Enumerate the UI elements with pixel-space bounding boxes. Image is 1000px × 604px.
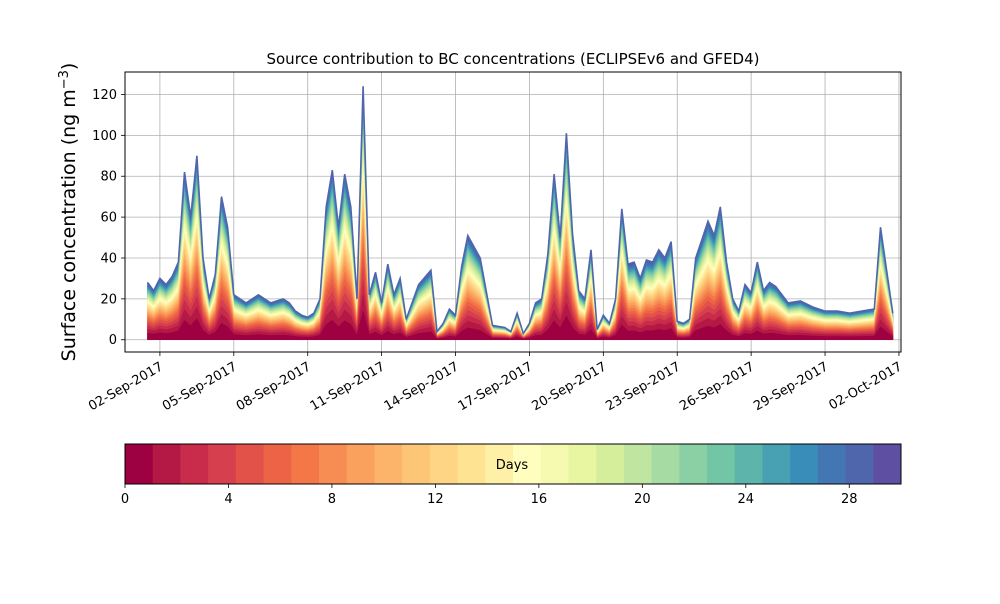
colorbar-swatch: [679, 444, 708, 484]
colorbar-swatch: [485, 444, 514, 484]
x-tick-label: 23-Sep-2017: [603, 359, 683, 414]
colorbar-swatch: [125, 444, 154, 484]
total-outline: [146, 86, 894, 336]
x-tick-label: 20-Sep-2017: [530, 359, 610, 414]
colorbar-frame: [124, 443, 902, 485]
colorbar-tick-label: 16: [531, 492, 548, 507]
y-tick-label: 0: [109, 333, 117, 348]
colorbar-swatch: [623, 444, 653, 484]
colorbar-swatch: [429, 444, 459, 484]
x-tick-label: 14-Sep-2017: [382, 359, 462, 414]
x-tick-label: 08-Sep-2017: [234, 359, 314, 414]
colorbar-swatch: [513, 444, 542, 484]
x-axis: 02-Sep-201705-Sep-201708-Sep-201711-Sep-…: [86, 352, 905, 414]
colorbar-tick-label: 4: [224, 492, 232, 507]
x-tick-label: 26-Sep-2017: [677, 359, 757, 414]
colorbar: 0 4 8 12 16 20 24 28: [121, 443, 902, 507]
y-axis-label-main: Surface concentration (ng m: [58, 89, 80, 361]
colorbar-swatch: [873, 444, 902, 484]
y-tick-label: 120: [92, 88, 117, 103]
y-tick-label: 80: [100, 170, 117, 185]
x-tick-label: 05-Sep-2017: [160, 359, 240, 414]
colorbar-swatch: [346, 444, 375, 484]
colorbar-swatch: [817, 444, 847, 484]
colorbar-tick-label: 12: [427, 492, 444, 507]
y-axis-label-suffix: ): [58, 63, 80, 70]
x-tick-label: 11-Sep-2017: [308, 359, 388, 414]
colorbar-swatch: [402, 444, 431, 484]
colorbar-swatch: [152, 444, 181, 484]
colorbar-swatch: [568, 444, 597, 484]
plot-frame: [124, 71, 902, 353]
x-tick-label: 02-Oct-2017: [827, 359, 905, 413]
colorbar-swatch: [596, 444, 625, 484]
colorbar-tick-label: 8: [328, 492, 336, 507]
x-tick-label: 29-Sep-2017: [751, 359, 831, 414]
colorbar-tick-label: 24: [738, 492, 755, 507]
colorbar-swatch: [291, 444, 320, 484]
y-axis-label: Surface concentration (ng m−3): [57, 63, 80, 362]
colorbar-swatch: [263, 444, 292, 484]
x-tick-label: 02-Sep-2017: [86, 359, 166, 414]
grid-lines: [125, 72, 901, 352]
colorbar-swatch: [707, 444, 736, 484]
chart-title: Source contribution to BC concentrations…: [266, 50, 759, 68]
y-axis: 0 20 40 60 80 100 120: [92, 88, 125, 348]
x-tick-label: 17-Sep-2017: [456, 359, 536, 414]
colorbar-swatch: [651, 444, 680, 484]
colorbar-label: Days: [496, 458, 529, 473]
y-tick-label: 40: [100, 251, 117, 266]
colorbar-swatch: [734, 444, 763, 484]
colorbar-swatch: [845, 444, 874, 484]
colorbar-swatch: [762, 444, 791, 484]
colorbar-swatch: [180, 444, 209, 484]
y-tick-label: 100: [92, 129, 117, 144]
y-tick-label: 20: [100, 292, 117, 307]
y-tick-label: 60: [100, 211, 117, 226]
colorbar-tick-label: 0: [121, 492, 129, 507]
colorbar-swatch: [319, 444, 348, 484]
y-axis-label-superscript: −3: [57, 70, 72, 89]
colorbar-swatch: [235, 444, 265, 484]
colorbar-swatch: [374, 444, 403, 484]
colorbar-swatch: [208, 444, 237, 484]
stacked-area-layer: [146, 86, 894, 340]
colorbar-swatch: [457, 444, 486, 484]
colorbar-tick-label: 20: [634, 492, 651, 507]
area-band-0: [147, 310, 894, 340]
colorbar-swatch: [790, 444, 819, 484]
colorbar-swatch: [540, 444, 569, 484]
colorbar-tick-label: 28: [841, 492, 858, 507]
